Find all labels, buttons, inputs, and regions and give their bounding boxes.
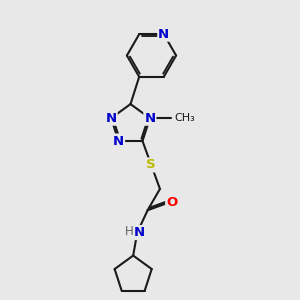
Text: N: N [106, 112, 117, 125]
Text: O: O [166, 196, 177, 209]
Text: N: N [134, 226, 145, 239]
Text: N: N [158, 28, 169, 41]
Text: CH₃: CH₃ [174, 113, 195, 123]
Text: N: N [144, 112, 155, 125]
Text: H: H [124, 225, 133, 239]
Text: N: N [113, 134, 124, 148]
Text: S: S [146, 158, 156, 172]
